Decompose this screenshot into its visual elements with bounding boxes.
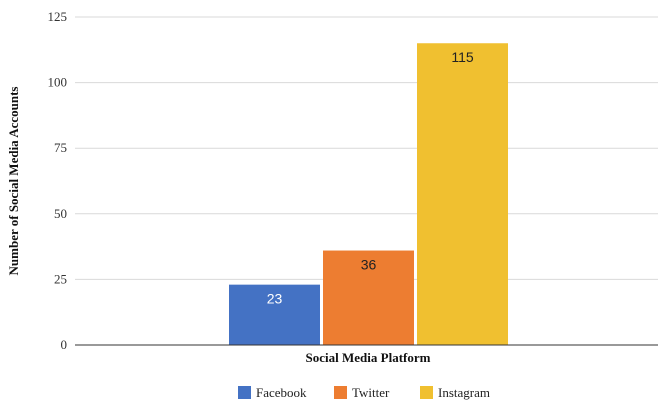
legend-swatch-facebook xyxy=(238,386,251,399)
legend-label-twitter: Twitter xyxy=(352,385,390,400)
bars xyxy=(229,43,508,346)
y-tick-label: 25 xyxy=(54,271,67,286)
data-label-twitter: 36 xyxy=(361,257,377,273)
y-tick-label: 50 xyxy=(54,206,67,221)
y-axis-title: Number of Social Media Accounts xyxy=(6,87,21,276)
legend: Facebook Twitter Instagram xyxy=(238,385,490,400)
data-label-facebook: 23 xyxy=(267,291,283,307)
legend-swatch-twitter xyxy=(334,386,347,399)
y-tick-label: 125 xyxy=(48,9,68,24)
y-tick-label: 75 xyxy=(54,140,67,155)
legend-label-instagram: Instagram xyxy=(438,385,490,400)
y-axis-ticks: 0 25 50 75 100 125 xyxy=(48,9,68,352)
y-tick-label: 100 xyxy=(48,75,68,90)
data-label-instagram: 115 xyxy=(451,49,474,65)
gridlines xyxy=(75,16,658,280)
legend-label-facebook: Facebook xyxy=(256,385,307,400)
x-axis-title: Social Media Platform xyxy=(306,350,431,365)
bar-instagram xyxy=(417,43,508,346)
y-tick-label: 0 xyxy=(61,337,68,352)
bar-facebook xyxy=(229,284,320,345)
bar-twitter xyxy=(323,250,414,345)
legend-swatch-instagram xyxy=(420,386,433,399)
data-labels: 23 36 115 xyxy=(267,49,474,306)
